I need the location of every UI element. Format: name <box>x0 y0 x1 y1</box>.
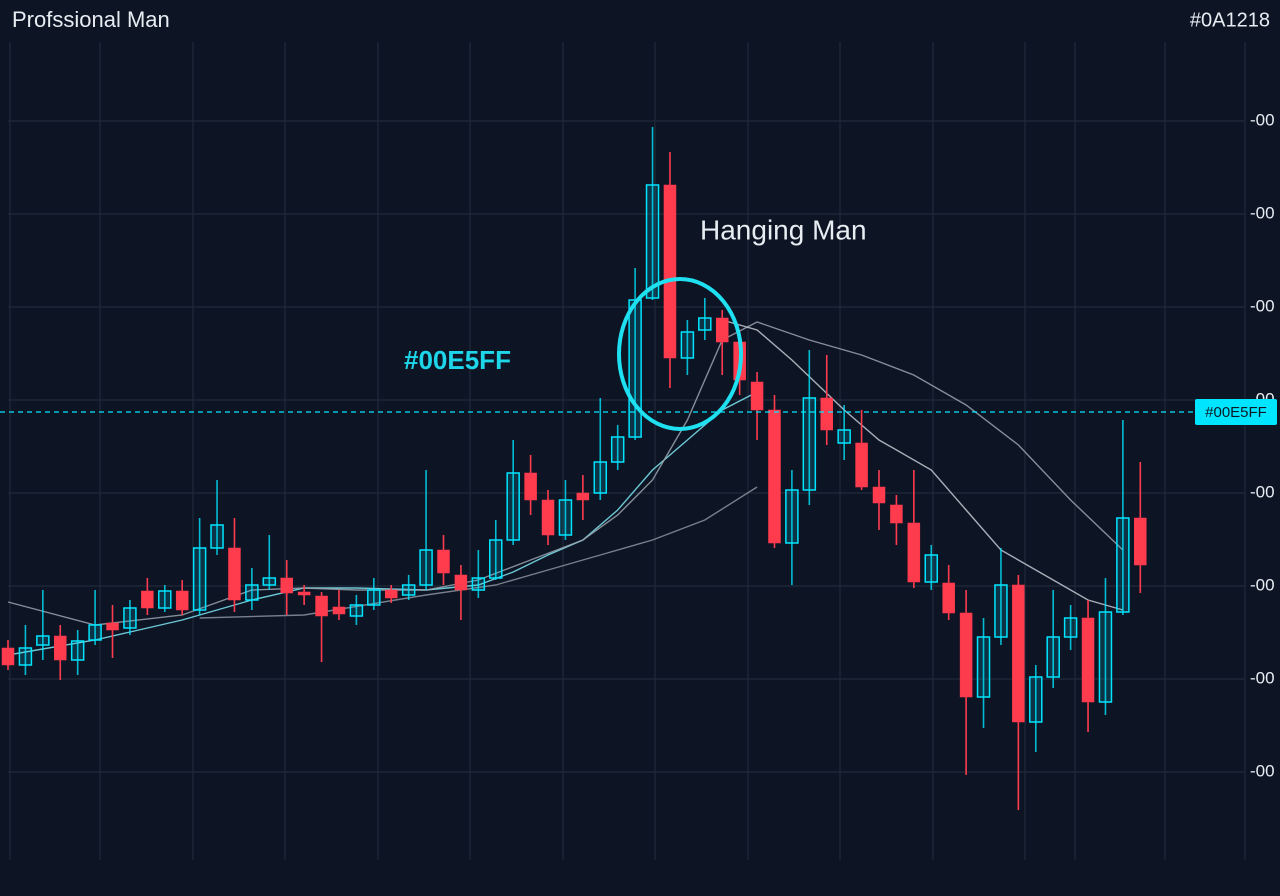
candle-body <box>1134 517 1147 566</box>
candle-body <box>1 647 15 666</box>
candle-body <box>454 574 468 591</box>
candle-body <box>541 499 555 536</box>
candle-body <box>401 584 416 596</box>
candle-body <box>1029 676 1043 723</box>
candle-body <box>70 640 85 661</box>
annotation: Hanging Man <box>700 214 867 245</box>
candle-body <box>158 590 172 609</box>
candle-body <box>750 381 764 411</box>
candle-body <box>663 184 677 359</box>
candle-body <box>715 317 729 343</box>
candle-body <box>890 504 903 524</box>
candle-body <box>768 409 781 544</box>
candle-body <box>524 472 537 501</box>
candle-body <box>820 397 833 431</box>
y-tick-label: -00 <box>1250 761 1275 780</box>
candle-body <box>837 429 851 444</box>
candle-body <box>349 604 364 617</box>
candle-body <box>489 539 503 579</box>
candle-body <box>593 461 608 494</box>
candle-body <box>192 547 207 611</box>
corner-text: #0A1218 <box>1190 9 1270 31</box>
price-tag-box <box>1195 399 1277 425</box>
candle-body <box>367 589 381 606</box>
candle-body <box>175 590 189 611</box>
candle-body <box>802 397 817 491</box>
candle-body <box>907 522 921 583</box>
candle-body <box>245 584 259 601</box>
candle-body <box>942 582 955 614</box>
candle-body <box>1046 636 1060 678</box>
candle-body <box>332 606 346 615</box>
candle-body <box>1081 617 1095 703</box>
candle-body <box>506 472 520 541</box>
y-tick-label: -00 <box>1250 482 1275 501</box>
y-tick-label: -00 <box>1250 575 1275 594</box>
price-tag: #00E5FF <box>1205 404 1267 421</box>
candle-body <box>628 299 642 438</box>
candle-body <box>437 549 450 574</box>
grid <box>8 42 1246 860</box>
y-tick-label: -00 <box>1250 203 1275 222</box>
candle-body <box>18 647 33 666</box>
candle-body <box>123 607 137 629</box>
moving-average <box>7 321 1124 626</box>
side-label: #00E5FF <box>404 345 511 375</box>
candle-body <box>141 590 154 609</box>
candle-body <box>1098 611 1113 703</box>
moving-average <box>722 319 1124 611</box>
candle-body <box>645 184 660 299</box>
y-tick-label: -00 <box>1250 296 1275 315</box>
candle-body <box>976 636 991 698</box>
candle-body <box>1116 517 1130 613</box>
candle-body <box>228 547 241 601</box>
candle-body <box>855 442 868 488</box>
candle-body <box>924 554 939 583</box>
candle-body <box>36 635 50 646</box>
candle-body <box>419 549 433 586</box>
candle-body <box>315 595 328 617</box>
candle-body <box>680 331 695 359</box>
candle-body <box>576 492 590 501</box>
candle-body <box>698 317 712 331</box>
candle-body <box>106 622 119 631</box>
candle-body <box>959 612 973 698</box>
candle-body <box>280 577 293 594</box>
candle-body <box>471 577 486 591</box>
candle-body <box>88 624 102 641</box>
chart-title: Profssional Man <box>12 7 170 32</box>
highlight-circle <box>617 277 743 431</box>
candle-body <box>1063 617 1078 638</box>
candle-body <box>785 489 799 544</box>
candle-body <box>384 589 398 599</box>
candle-body <box>54 635 67 661</box>
candle-body <box>1012 584 1025 723</box>
y-tick-label: -00 <box>1250 110 1275 129</box>
y-tick-label: -00 <box>1250 668 1275 687</box>
candle-body <box>297 591 311 596</box>
candle-body <box>872 486 886 504</box>
candle-body <box>558 499 573 536</box>
candle-body <box>262 577 277 586</box>
candle-body <box>210 524 224 549</box>
candle-body <box>610 436 625 463</box>
candle-body <box>994 584 1008 638</box>
